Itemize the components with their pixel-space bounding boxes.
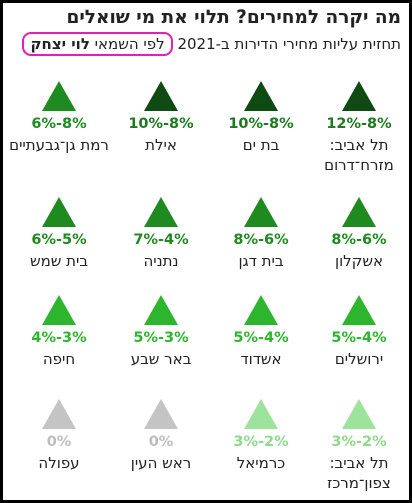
city-name: אשקלון [335,252,383,270]
up-triangle-icon [42,197,76,227]
forecast-value: 5%-4% [233,330,289,346]
up-triangle-icon [244,399,278,429]
up-triangle-icon [342,197,376,227]
forecast-value: 7%-4% [133,232,189,248]
forecast-value: 8%-6% [233,232,289,248]
city-name: תל אביב: צפון־מרכז [327,454,391,492]
up-triangle-icon [144,81,178,111]
up-triangle-icon [144,197,178,227]
city-cell: 0% ראש העין [111,399,211,473]
city-name: ירושלים [334,350,384,368]
city-name: אשדוד [240,350,282,368]
up-triangle-icon [342,295,376,325]
up-triangle-icon [144,295,178,325]
city-name: רמת גן־גבעתיים [9,136,109,154]
city-name: באר שבע [130,350,192,368]
up-triangle-icon [42,399,76,429]
forecast-value: 5%-4% [331,330,387,346]
forecast-value: 4%-3% [31,330,87,346]
up-triangle-icon [244,197,278,227]
forecast-value: 3%-2% [233,434,289,450]
city-cell: 0% עפולה [9,399,109,473]
city-name: חיפה [42,350,76,368]
city-cell: 6%-5% בית שמש [9,197,109,271]
city-cell: 6%-8% רמת גן־גבעתיים [9,81,109,155]
city-name: תל אביב: מזרח־דרום [324,136,394,174]
city-cell: 10%-8% אילת [111,81,211,155]
up-triangle-icon [42,295,76,325]
city-name: ראש העין [130,454,192,472]
city-name: עפולה [38,454,80,472]
city-cell: 5%-3% באר שבע [111,295,211,369]
forecast-value: 12%-8% [326,116,392,132]
up-triangle-icon [244,295,278,325]
up-triangle-icon [342,399,376,429]
subtitle-text: תחזית עליות מחירי הדירות ב-2021 [177,35,401,53]
city-cell: 5%-4% ירושלים [309,295,409,369]
forecast-value: 0% [148,434,174,450]
forecast-value: 0% [46,434,72,450]
city-name: בית שמש [29,252,89,270]
city-cell: 5%-4% אשדוד [211,295,311,369]
forecast-value: 5%-3% [133,330,189,346]
city-cell: 12%-8% תל אביב: מזרח־דרום [309,81,409,175]
forecast-value: 6%-5% [31,232,87,248]
infographic-frame: מה יקרה למחירים? תלוי את מי שואלים תחזית… [3,3,409,500]
forecast-value: 10%-8% [128,116,194,132]
highlight-lead: לפי השמאי [89,35,165,53]
appraiser-highlight: לפי השמאי לוי יצחק [22,32,173,56]
page-title: מה יקרה למחירים? תלוי את מי שואלים [66,7,401,28]
appraiser-name: לוי יצחק [30,35,90,53]
city-cell: 3%-2% כרמיאל [211,399,311,473]
forecast-value: 6%-8% [31,116,87,132]
up-triangle-icon [342,81,376,111]
city-name: אילת [145,136,177,154]
city-name: בית דגן [238,252,284,270]
city-cell: 8%-6% בית דגן [211,197,311,271]
city-cell: 4%-3% חיפה [9,295,109,369]
city-name: כרמיאל [236,454,286,472]
city-forecast-grid: 12%-8% תל אביב: מזרח־דרום 10%-8% בת ים 10%-8… [3,81,409,493]
up-triangle-icon [244,81,278,111]
forecast-value: 10%-8% [228,116,294,132]
city-name: נתניה [143,252,179,270]
city-cell: 7%-4% נתניה [111,197,211,271]
page-subtitle: תחזית עליות מחירי הדירות ב-2021 לפי השמא… [22,32,401,56]
forecast-value: 3%-2% [331,434,387,450]
forecast-value: 8%-6% [331,232,387,248]
city-name: בת ים [242,136,280,154]
city-cell: 8%-6% אשקלון [309,197,409,271]
up-triangle-icon [42,81,76,111]
city-cell: 3%-2% תל אביב: צפון־מרכז [309,399,409,493]
up-triangle-icon [144,399,178,429]
city-cell: 10%-8% בת ים [211,81,311,155]
